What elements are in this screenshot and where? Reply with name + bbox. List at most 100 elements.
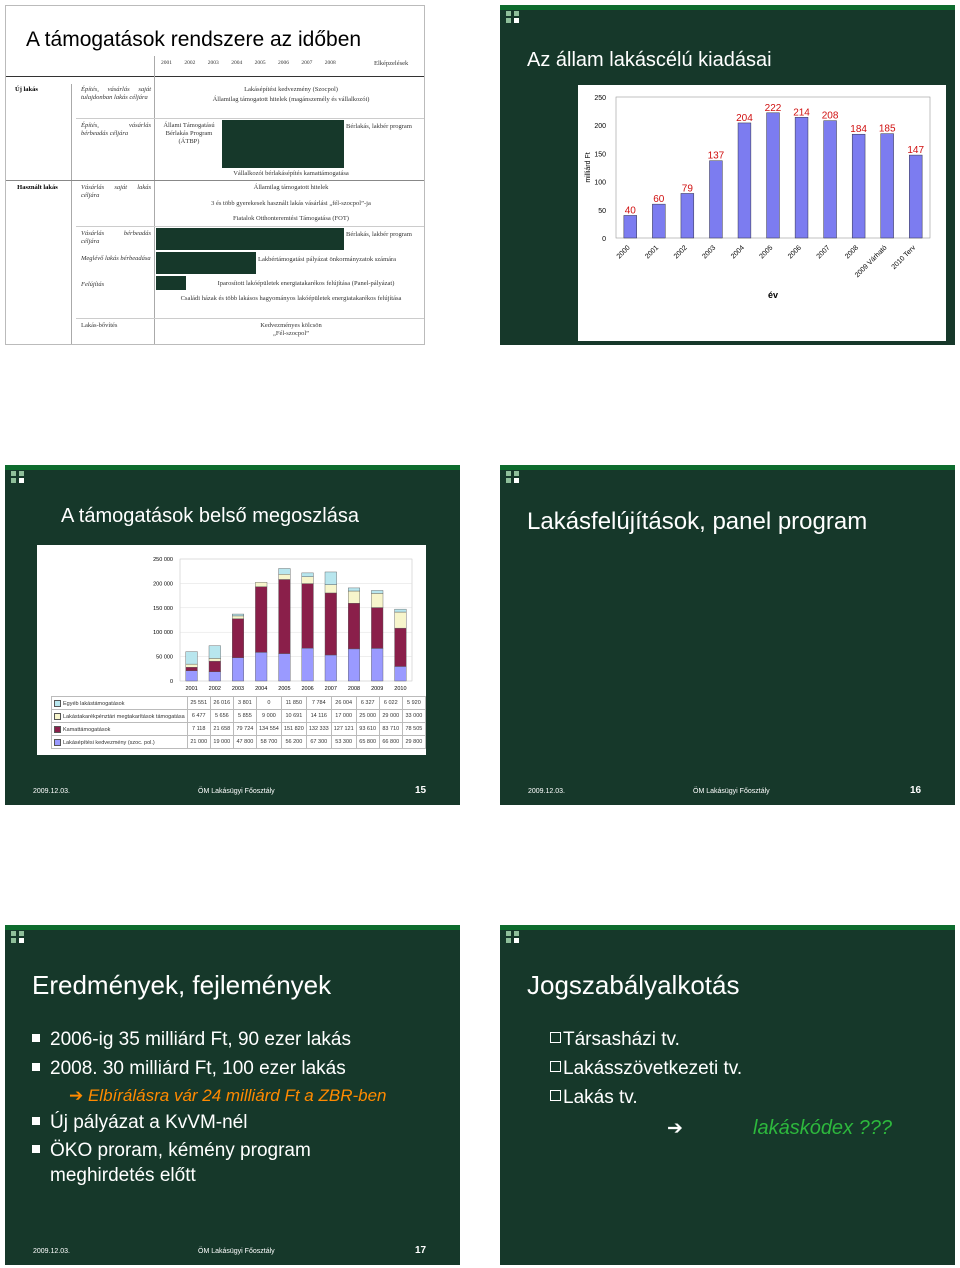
x-axis-label: év [768, 290, 778, 300]
x-tick-label: 2003 [701, 244, 717, 260]
table-cell: 6 327 [355, 696, 380, 710]
table-cell: 127 121 [330, 722, 357, 736]
bar-segment [301, 583, 314, 649]
table-cell: 11 850 [280, 696, 307, 710]
row3-text2: 3 és több gyerekesek használt lakás vásá… [211, 200, 371, 207]
series-name: Lakásépítési kedvezmény (szoc. pol.) [51, 735, 188, 749]
table-cell: 21 000 [186, 735, 211, 749]
table-cell: 7 784 [305, 696, 332, 710]
table-cell: 19 000 [209, 735, 234, 749]
x-tick-label: 2010 [394, 686, 406, 692]
table-cell: 5 656 [209, 709, 234, 723]
year-header: 2006 [278, 60, 289, 66]
row1-text2: Államilag támogatott hitelek (magánszemé… [212, 96, 370, 103]
bullet-2: 2008. 30 milliárd Ft, 100 ezer lakás [32, 1058, 346, 1080]
bar [652, 203, 666, 239]
footer-org: ÖM Lakásügyi Főosztály [693, 788, 770, 795]
data-label: 147 [907, 145, 924, 156]
bullet-4-line2: meghirdetés előtt [50, 1165, 196, 1186]
table-cell: 151 820 [280, 722, 307, 736]
row3-text1: Államilag támogatott hitelek [253, 184, 329, 191]
row2-atbp: Állami Támogatású Bérlakás Program (ÁTBP… [163, 122, 215, 146]
corner-decoration [506, 931, 528, 945]
table-cell: 134 554 [255, 722, 282, 736]
bar-segment [255, 582, 268, 587]
row6-bar [156, 276, 186, 290]
slide-title: A támogatások rendszere az időben [26, 28, 362, 51]
bar [823, 120, 837, 239]
legend-key [54, 699, 61, 707]
year-header: 2008 [324, 60, 336, 66]
bar-segment [278, 653, 291, 682]
bar-segment [255, 586, 268, 653]
y-tick-label: 100 000 [153, 630, 173, 636]
checkbox-icon [550, 1061, 561, 1073]
arrow-right-icon: ➔ [667, 1118, 683, 1139]
slide-title: Jogszabályalkotás [527, 970, 740, 1000]
bullet-3: Új pályázat a KvVM-nél [32, 1112, 247, 1134]
row-label-renovation: Felújítás [81, 281, 105, 288]
bullet-4: ÖKO proram, kémény program [32, 1140, 311, 1162]
slide-support-timeline: A támogatások rendszere az időben Elképz… [5, 5, 425, 345]
bar [766, 112, 780, 239]
row4-bar [156, 228, 344, 250]
bar [880, 133, 894, 239]
bar-segment [231, 615, 244, 619]
bar-segment [394, 627, 407, 667]
y-tick-label: 50 [598, 208, 606, 215]
category-new: Új lakás [15, 86, 38, 93]
row-label-buy-own: Vásárlás saját lakás céljára [81, 184, 151, 200]
data-label: 60 [653, 194, 665, 205]
bar [737, 122, 752, 239]
bar-segment [348, 587, 361, 592]
table-cell: 93 610 [355, 722, 380, 736]
table-cell: 65 800 [355, 735, 380, 749]
y-axis-label: milliárd Ft [585, 152, 592, 182]
row3-text3: Fiatalok Otthonteremtési Támogatása (FOT… [233, 215, 349, 222]
bar-segment [348, 648, 361, 682]
category-used: Használt lakás [17, 184, 58, 191]
bar-segment [208, 645, 221, 659]
slide-support-breakdown: A támogatások belső megoszlása 0 50 000 10… [5, 465, 460, 805]
table-cell: 21 658 [209, 722, 234, 736]
bar-segment [394, 666, 407, 682]
slide-title: Eredmények, fejlemények [32, 970, 332, 1000]
series-name: Lakástakarékpénztári megtakarítások támo… [51, 709, 188, 723]
table-cell: 53 300 [330, 735, 357, 749]
table-cell: 58 700 [255, 735, 282, 749]
bar-segment [371, 593, 384, 608]
bar-segment [348, 603, 361, 650]
table-cell: 67 300 [305, 735, 332, 749]
corner-decoration [506, 471, 528, 485]
y-tick-label: 0 [170, 679, 173, 685]
y-tick-label: 100 [594, 180, 606, 187]
checkbox-icon [550, 1090, 561, 1102]
bullet-2-sub: ➔ Elbírálásra vár 24 milliárd Ft a ZBR-b… [69, 1086, 387, 1105]
footer: 2009.12.03. ÖM Lakásügyi Főosztály 16 [500, 785, 955, 799]
row6-text2: Családi házak és több lakásos hagyományo… [180, 295, 402, 302]
bullet-1: Társasházi tv. [550, 1029, 680, 1051]
table-cell: 6 022 [378, 696, 403, 710]
bar-segment [231, 613, 244, 617]
year-header: 2004 [231, 60, 243, 66]
table-cell: 9 000 [255, 709, 282, 723]
slide-results: Eredmények, fejlemények 2006-ig 35 milli… [5, 925, 460, 1265]
bar [680, 193, 695, 239]
footer: 2009.12.03. ÖM Lakásügyi Főosztály 15 [5, 785, 460, 799]
table-cell: 5 920 [401, 696, 427, 710]
x-tick-label: 2005 [278, 686, 290, 692]
row4-text: Bérlakás, lakbér program [346, 231, 412, 238]
corner-decoration [11, 931, 33, 945]
legend-key [54, 738, 61, 746]
bar-segment [348, 590, 361, 604]
row5-bar [156, 252, 256, 274]
x-tick-label: 2000 [616, 244, 632, 260]
bar-segment [185, 663, 198, 668]
page-number: 15 [415, 785, 427, 796]
table-row: Lakásépítési kedvezmény (szoc. pol.) 21 0… [51, 735, 427, 749]
table-cell: 33 000 [401, 709, 427, 723]
arrow-right-icon: ➔ [69, 1086, 88, 1105]
corner-decoration [11, 471, 33, 485]
table-cell: 14 116 [305, 709, 332, 723]
y-tick-label: 150 000 [153, 606, 173, 612]
